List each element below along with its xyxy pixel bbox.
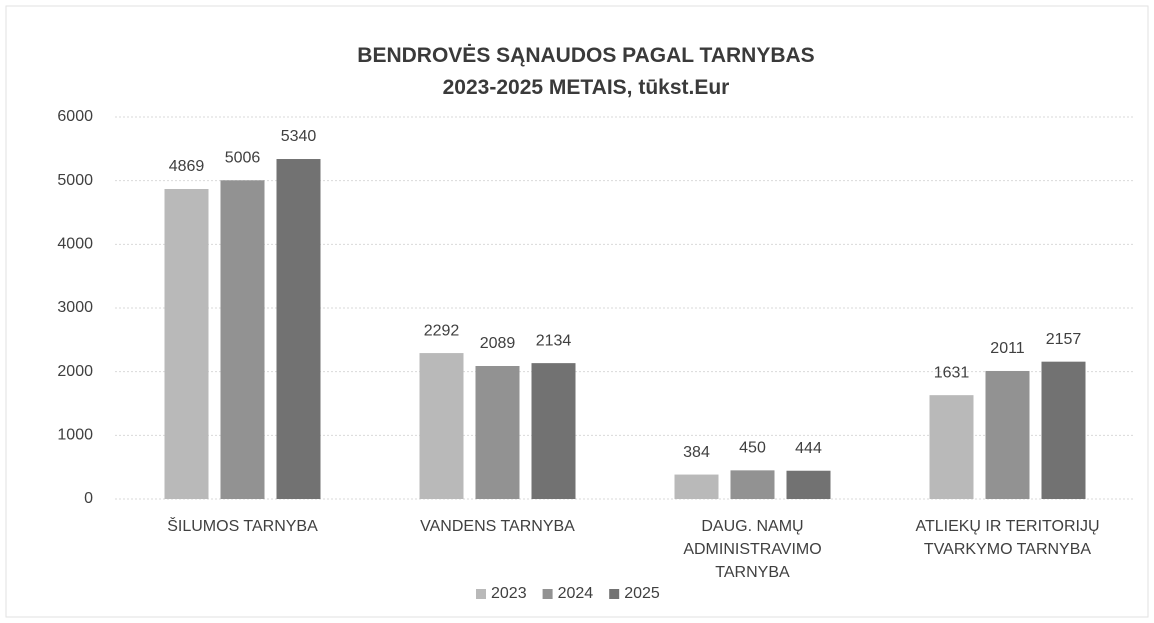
bar	[786, 470, 831, 499]
bar	[276, 159, 321, 499]
chart-title: BENDROVĖS SĄNAUDOS PAGAL TARNYBAS 2023-20…	[357, 44, 814, 99]
x-tick-label: ŠILUMOS TARNYBA	[167, 516, 318, 535]
y-tick-label: 1000	[57, 427, 93, 444]
data-label: 5006	[225, 150, 261, 167]
data-label: 2134	[536, 332, 572, 349]
x-tick-label: VANDENS TARNYBA	[420, 518, 575, 535]
data-label: 384	[683, 444, 710, 461]
legend-label: 2025	[624, 585, 660, 602]
data-label: 2292	[424, 322, 460, 339]
legend-label: 2024	[558, 585, 594, 602]
y-tick-label: 0	[84, 490, 93, 507]
y-tick-label: 3000	[57, 299, 93, 316]
data-label: 1631	[934, 364, 970, 381]
data-label: 4869	[169, 158, 205, 175]
bar	[985, 370, 1030, 499]
legend-label: 2023	[491, 585, 527, 602]
bar	[220, 180, 265, 499]
data-label: 450	[739, 440, 766, 457]
legend-swatch	[542, 589, 553, 599]
bar	[419, 353, 464, 499]
bar	[475, 366, 520, 499]
data-label: 5340	[281, 128, 317, 145]
bar	[674, 474, 719, 499]
x-tick-label: ATLIEKŲ IR TERITORIJŲ TVARKYMO TARNYBA	[915, 518, 1099, 558]
bar	[929, 395, 974, 499]
data-label: 444	[795, 440, 822, 457]
bar	[1041, 361, 1086, 499]
data-label: 2011	[990, 340, 1025, 357]
y-tick-label: 5000	[57, 172, 93, 189]
y-tick-label: 6000	[57, 108, 93, 125]
x-tick-label: DAUG. NAMŲ ADMINISTRAVIMO TARNYBA	[683, 518, 821, 581]
legend-swatch	[476, 589, 486, 599]
bar	[730, 470, 775, 499]
y-tick-label: 2000	[57, 363, 93, 380]
bar	[164, 189, 209, 499]
bar	[531, 363, 576, 499]
legend-swatch	[609, 589, 620, 599]
y-tick-label: 4000	[57, 236, 93, 253]
data-label: 2089	[480, 335, 516, 352]
data-label: 2157	[1046, 331, 1082, 348]
